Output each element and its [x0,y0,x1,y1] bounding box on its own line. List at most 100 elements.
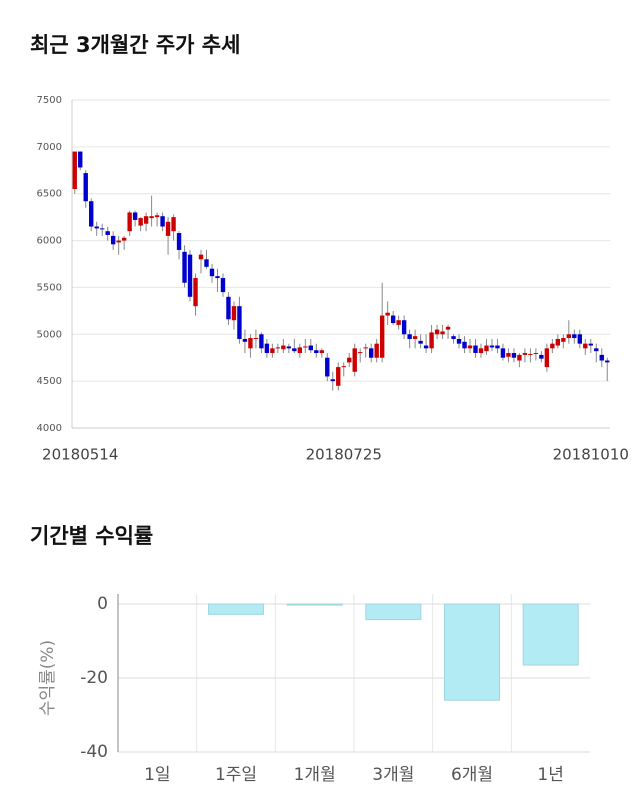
candle-body [330,379,335,382]
x-tick-label: 6개월 [451,765,493,785]
candle-body [270,348,275,354]
candle-body [456,338,462,344]
candle-body [429,332,434,349]
candle-body [418,340,423,344]
y-axis-label: 수익률(%) [38,640,58,716]
candle-body [160,216,165,227]
candle-body [550,343,555,349]
candle-body [231,306,237,321]
candle-body [226,296,231,320]
candle-body [506,353,511,357]
y-tick-label: 7000 [37,142,62,153]
x-tick-label: 1일 [144,765,170,785]
candle-body [259,334,264,349]
candle-body [314,350,319,354]
candle-body [242,338,248,342]
bar [286,603,343,606]
candle-body [72,151,77,190]
bar [207,603,265,615]
candle-body [94,226,99,229]
candle-body [489,345,495,348]
candle-body [368,348,374,358]
y-tick-label: 4000 [37,423,62,434]
y-tick-label: 5000 [37,329,62,340]
candle-body [127,212,132,232]
candle-body [379,315,385,358]
y-tick-label: 6500 [37,189,62,200]
candle-body [303,346,308,348]
candle-body [407,334,412,339]
x-tick-label: 1주일 [215,765,257,785]
candle-body [121,237,127,241]
x-tick-label: 20181010 [553,446,629,464]
y-tick-label: 6000 [37,236,62,247]
candle-body [599,354,604,361]
candle-body [176,233,182,250]
x-tick-label: 1개월 [294,765,336,785]
candle-body [396,320,401,325]
candle-body [182,251,187,283]
candle-body [154,215,160,218]
candle-body [253,338,259,340]
candle-body [539,354,544,359]
y-tick-label: 0 [97,594,108,614]
candle-body [292,348,297,352]
candle-body [484,345,489,352]
y-tick-label: 5500 [37,282,62,293]
candle-body [522,353,528,355]
candle-body [445,326,451,330]
y-tick-label: -40 [80,742,108,762]
bar [522,603,579,666]
candle-body [566,334,572,339]
candle-body [528,353,533,355]
candle-body [347,357,352,363]
candle-body [138,218,143,226]
candle-body [83,173,88,202]
candle-body [297,347,303,354]
candle-body [594,348,599,352]
candle-body [462,341,467,349]
candle-body [336,367,341,386]
candle-body [165,221,171,236]
candle-body [511,353,517,358]
chart-title: 최근 3개월간 주가 추세 [30,33,240,57]
candle-body [110,235,116,245]
candle-body [187,254,193,297]
candle-body [434,329,440,335]
candle-body [423,345,429,349]
candle-body [358,352,363,354]
candle-body [264,343,270,354]
bar [443,603,501,701]
candle-body [440,331,445,335]
candle-body [220,278,226,293]
candle-body [89,201,94,227]
candle-body [215,276,220,279]
candle-body [467,345,473,349]
candle-body [248,338,253,349]
candle-body [275,347,281,349]
candle-body [412,336,418,339]
x-tick-label: 1년 [537,765,563,785]
candle-body [149,216,154,219]
candle-body [390,315,396,324]
candle-body [171,217,176,232]
candle-body [473,345,478,354]
candle-body [478,348,484,354]
candle-body [363,347,368,349]
candle-body [577,334,583,344]
candle-body [143,216,149,224]
candle-body [451,336,456,339]
x-tick-label: 3개월 [372,765,414,785]
candle-body [401,320,407,335]
candle-body [209,268,215,277]
candle-body [193,278,198,307]
x-tick-label: 20180725 [306,446,382,464]
candle-body [132,212,138,220]
bar [365,603,422,621]
candle-body [555,338,561,346]
candle-body [605,360,610,363]
candle-body [281,345,286,350]
candle-body [374,343,379,358]
candle-body [533,353,539,355]
